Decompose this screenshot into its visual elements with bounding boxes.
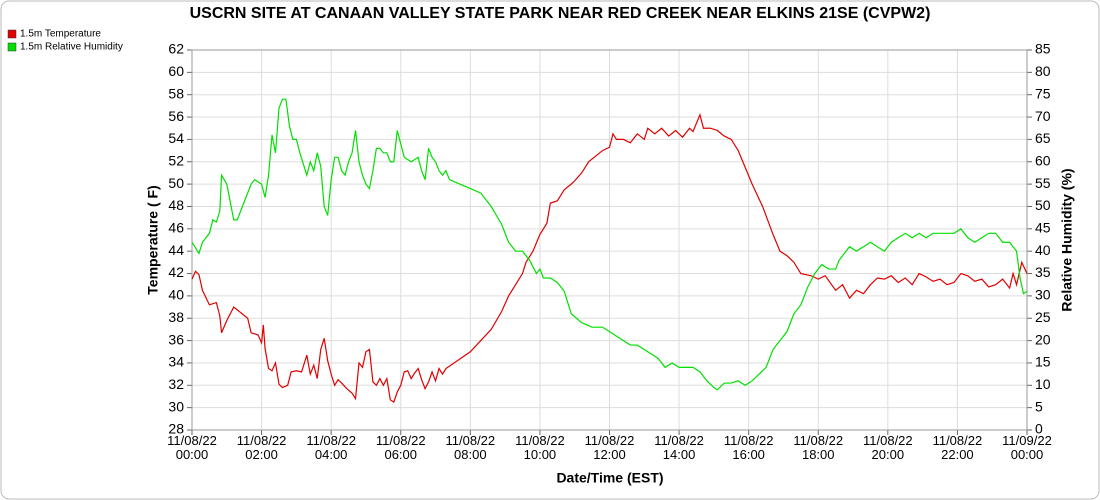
y2-tick-label: 5 [1035, 398, 1043, 414]
y-tick-label: 38 [168, 309, 184, 325]
x-tick-label: 11/08/22 18:00 [793, 433, 844, 462]
x-tick-label: 11/08/22 02:00 [236, 433, 287, 462]
x-tick-label: 11/08/22 06:00 [375, 433, 426, 462]
x-tick-label: 11/08/22 16:00 [723, 433, 774, 462]
y2-tick-label: 65 [1035, 130, 1051, 146]
y-tick-label: 54 [168, 130, 184, 146]
x-tick-label: 11/08/22 20:00 [863, 433, 913, 462]
x-tick-label: 11/08/22 14:00 [654, 433, 704, 462]
y-tick-label: 34 [168, 354, 184, 370]
x-tick-label: 11/08/22 08:00 [445, 433, 496, 462]
y2-axis-title: Relative Humidity (%) [1059, 168, 1075, 311]
y-tick-label: 28 [168, 421, 184, 437]
legend-swatch [7, 42, 17, 52]
y-tick-label: 40 [168, 287, 184, 303]
y2-tick-label: 50 [1035, 197, 1051, 213]
legend-label: 1.5m Temperature [20, 29, 101, 40]
y2-tick-label: 30 [1035, 287, 1051, 303]
y2-tick-label: 80 [1035, 63, 1051, 79]
x-tick-label: 11/08/22 22:00 [932, 433, 983, 462]
x-tick-label: 11/09/22 00:00 [1002, 433, 1052, 462]
chart-title: USCRN SITE AT CANAAN VALLEY STATE PARK N… [190, 5, 931, 22]
x-tick-label: 11/08/22 00:00 [167, 433, 217, 462]
data-line [191, 98, 1028, 391]
y-tick-label: 58 [168, 85, 184, 101]
y2-tick-label: 0 [1035, 421, 1043, 437]
y-tick-label: 48 [168, 197, 184, 213]
y2-tick-label: 40 [1035, 242, 1051, 258]
y-tick-label: 62 [168, 41, 184, 57]
y2-tick-label: 10 [1035, 376, 1051, 392]
y2-tick-label: 60 [1035, 152, 1051, 168]
y-tick-label: 36 [168, 331, 184, 347]
data-line [191, 112, 1028, 403]
y2-tick-label: 45 [1035, 220, 1051, 236]
legend-swatch [7, 29, 17, 39]
y-tick-label: 44 [168, 242, 184, 258]
plot-border [191, 49, 1028, 431]
y2-tick-label: 70 [1035, 108, 1051, 124]
x-tick-label: 11/08/22 10:00 [515, 433, 565, 462]
y-tick-label: 50 [168, 175, 184, 191]
y-tick-label: 42 [168, 264, 184, 280]
y-tick-label: 46 [168, 220, 184, 236]
y-tick-label: 32 [168, 376, 184, 392]
y2-tick-label: 55 [1035, 175, 1051, 191]
x-tick-label: 11/08/22 12:00 [584, 433, 635, 462]
x-axis-title: Date/Time (EST) [556, 470, 663, 486]
y2-tick-label: 75 [1035, 85, 1051, 101]
y-axis-title: Temperature ( F) [145, 185, 161, 294]
y-tick-label: 52 [168, 152, 184, 168]
y2-tick-label: 20 [1035, 331, 1051, 347]
y-tick-label: 30 [168, 398, 184, 414]
y2-tick-label: 85 [1035, 41, 1051, 57]
y2-tick-label: 25 [1035, 309, 1051, 325]
x-tick-label: 11/08/22 04:00 [306, 433, 356, 462]
legend-label: 1.5m Relative Humidity [20, 42, 123, 53]
y2-tick-label: 15 [1035, 354, 1051, 370]
y2-tick-label: 35 [1035, 264, 1051, 280]
y-tick-label: 60 [168, 63, 184, 79]
y-tick-label: 56 [168, 108, 184, 124]
